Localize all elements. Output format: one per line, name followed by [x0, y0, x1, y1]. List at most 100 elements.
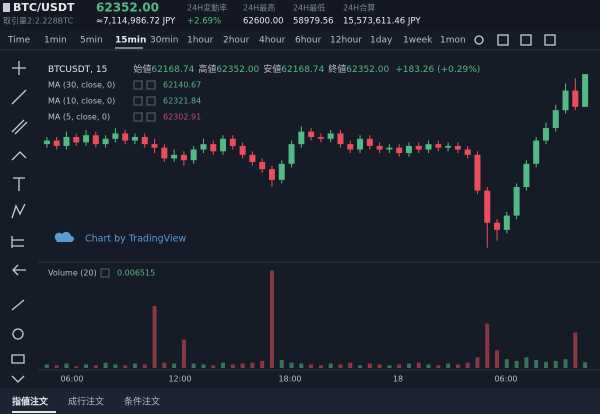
volume-bar	[309, 364, 314, 368]
candle-body	[122, 133, 129, 141]
volume-bar	[162, 362, 167, 368]
interval-button[interactable]: 4hour	[259, 36, 286, 46]
doc-icon	[3, 3, 10, 12]
volume-bar	[387, 365, 392, 368]
candle-body	[347, 144, 354, 150]
candle-body	[161, 147, 168, 159]
watermark: Chart by TradingView	[85, 234, 186, 245]
candle-body	[112, 133, 119, 139]
stat-value: 15,573,611.46 JPY	[343, 17, 421, 27]
candle-body	[249, 154, 256, 162]
label: 安値	[263, 63, 281, 75]
candle-body	[63, 137, 70, 146]
interval-button[interactable]: 12hour	[330, 36, 362, 46]
volume-bar	[93, 365, 98, 368]
tab-bar	[0, 388, 600, 414]
candle-body	[268, 169, 275, 180]
candle-body	[552, 110, 559, 129]
candle-body	[239, 145, 246, 155]
ma-button[interactable]	[146, 80, 156, 90]
watermark-icon	[54, 231, 74, 242]
candle-body	[474, 154, 481, 191]
volume-bar	[465, 362, 470, 368]
candle-body	[523, 163, 530, 187]
candle-body	[259, 162, 266, 170]
volume-bar	[485, 323, 490, 368]
interval-button[interactable]: 1min	[44, 36, 67, 46]
candle-body	[464, 149, 471, 155]
candle-body	[288, 144, 295, 164]
volume-bar	[348, 362, 353, 368]
volume-bar	[583, 362, 588, 368]
interval-button[interactable]: 5min	[80, 36, 103, 46]
volume-bar	[416, 362, 421, 368]
candle-body	[92, 135, 99, 145]
volume-bar	[436, 365, 441, 368]
volume-value: 0.006515	[117, 269, 155, 278]
legend-button[interactable]	[100, 268, 110, 278]
volume-bar	[172, 363, 177, 368]
candle-body	[425, 144, 432, 150]
value: 62352.00	[216, 65, 259, 75]
time-label: 06:00	[494, 375, 517, 384]
label: 高値	[198, 63, 216, 75]
volume-label: 取引量2:2.228BTC	[3, 17, 74, 26]
change: +183.26 (+0.29%)	[395, 65, 480, 75]
interval-button[interactable]: 15min	[115, 36, 146, 46]
volume-bar	[495, 350, 500, 368]
volume-bar	[152, 305, 157, 368]
candle-body	[229, 138, 236, 146]
ma-value: 62321.84	[163, 97, 201, 106]
candle-body	[484, 190, 491, 223]
interval-button[interactable]: 30min	[150, 36, 178, 46]
time-label: 12:00	[168, 375, 191, 384]
interval-button[interactable]: 1mon	[440, 36, 466, 46]
header-bar	[0, 0, 600, 30]
volume-bar	[54, 365, 59, 368]
candle-body	[405, 145, 412, 154]
candle-body	[141, 137, 148, 145]
volume-bar	[84, 364, 89, 368]
order-tab[interactable]: 条件注文	[124, 396, 160, 408]
ma-value: 62140.67	[163, 81, 201, 90]
order-tab[interactable]: 成行注文	[68, 396, 104, 408]
candle-body	[435, 144, 442, 148]
volume-bar	[543, 361, 548, 368]
candle-body	[533, 140, 540, 164]
ma-button[interactable]	[146, 96, 156, 106]
volume-bar	[230, 364, 235, 368]
ma-button[interactable]	[133, 112, 143, 122]
time-label: 18	[393, 375, 403, 384]
volume-bar	[455, 364, 460, 368]
candle-body	[396, 147, 403, 154]
volume-bar	[201, 364, 206, 368]
interval-button[interactable]: 1week	[403, 36, 433, 46]
symbol: BTCUSDT, 15	[48, 65, 107, 75]
candle-body	[278, 163, 285, 180]
stat-value: 62600.00	[243, 17, 284, 27]
order-tab[interactable]: 指値注文	[12, 396, 49, 408]
ma-button[interactable]	[146, 112, 156, 122]
volume-bar	[132, 363, 137, 368]
interval-button[interactable]: 1day	[370, 36, 393, 46]
candle-body	[171, 154, 178, 159]
interval-button[interactable]: 1hour	[187, 36, 214, 46]
candle-body	[572, 90, 579, 107]
volume-bar	[475, 357, 480, 368]
stat-label: 24H最高	[243, 3, 275, 13]
candle-body	[327, 133, 334, 139]
ma-button[interactable]	[133, 80, 143, 90]
price: 62352.00	[96, 1, 159, 15]
ma-button[interactable]	[133, 96, 143, 106]
interval-button[interactable]: 2hour	[223, 36, 250, 46]
candle-body	[83, 135, 90, 143]
interval-button[interactable]: 6hour	[295, 36, 322, 46]
candle-body	[220, 138, 227, 152]
time-label: 18:00	[278, 375, 301, 384]
candle-body	[582, 74, 589, 107]
stat-label: 24H合算	[343, 3, 375, 13]
toolbar-time[interactable]: Time	[7, 36, 30, 46]
value: 62168.74	[151, 65, 194, 75]
candle-body	[210, 144, 217, 152]
